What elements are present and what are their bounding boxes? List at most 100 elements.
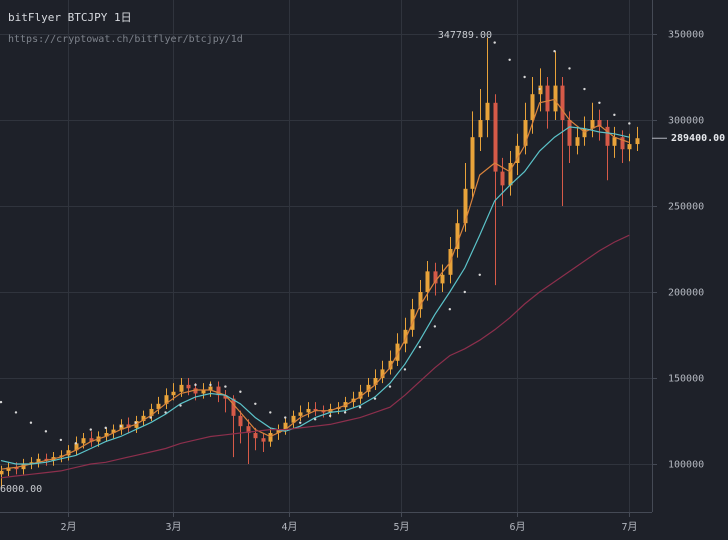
sar-dot: [239, 390, 242, 393]
candle-body: [575, 137, 580, 146]
candle-body: [126, 424, 131, 428]
candle-body: [21, 463, 26, 470]
sar-dot: [44, 430, 48, 433]
candle-body: [186, 384, 191, 389]
annotation-label: 347789.00: [438, 30, 492, 41]
candle-body: [261, 438, 266, 442]
y-tick-label: 150000: [668, 374, 704, 385]
x-tick-label: 3月: [165, 521, 181, 533]
sar-dot: [553, 49, 556, 53]
candle-body: [81, 438, 86, 444]
sar-dot: [613, 113, 616, 117]
x-tick-label: 6月: [509, 521, 525, 533]
candle-body: [358, 391, 363, 399]
candle-body: [164, 395, 169, 404]
sar-dot: [373, 397, 377, 400]
candle-body: [597, 119, 602, 127]
sar-dot: [254, 402, 257, 405]
candle-body: [0, 470, 4, 475]
candle-body: [201, 390, 206, 394]
candle-body: [231, 398, 236, 416]
x-tick-label: 5月: [393, 521, 409, 533]
y-tick-label: 200000: [668, 288, 704, 299]
last-price-box: [667, 130, 728, 147]
candle-body: [500, 171, 505, 186]
candle-body: [246, 426, 251, 434]
sar-dot: [59, 438, 63, 442]
candle-body: [321, 410, 326, 413]
candle-body: [179, 384, 184, 392]
candle-body: [291, 415, 296, 423]
candle-body: [36, 458, 41, 463]
candle-body: [538, 85, 543, 95]
sar-dot: [478, 273, 481, 276]
sar-dot: [29, 421, 33, 424]
sar-dot: [418, 345, 422, 349]
plot: [0, 37, 640, 489]
candle-body: [156, 403, 161, 409]
candle-body: [44, 458, 49, 461]
sar-dot: [493, 41, 496, 44]
candle-body: [553, 85, 558, 112]
candle-body: [493, 102, 498, 172]
candle-body: [515, 145, 520, 163]
candle-body: [560, 85, 565, 120]
candle-body: [388, 360, 393, 370]
sar-dot: [328, 414, 332, 418]
candle-body: [223, 395, 228, 399]
sar-dot: [89, 428, 92, 431]
sar-dot: [598, 101, 601, 104]
moving-average-line: [0, 126, 630, 465]
y-tick-label: 250000: [668, 202, 704, 213]
grid: [0, 0, 657, 517]
x-tick-label: 7月: [621, 521, 637, 533]
sar-dot: [119, 424, 122, 428]
sar-dot: [284, 416, 287, 419]
sar-dot: [313, 418, 317, 421]
y-tick-label: 300000: [668, 116, 704, 127]
candle-body: [253, 433, 258, 439]
candle-body: [470, 137, 475, 189]
sar-dot: [628, 122, 631, 125]
candle-body: [523, 119, 528, 146]
candle-body: [89, 438, 94, 442]
sar-dot: [568, 67, 571, 70]
sar-dot: [343, 411, 347, 414]
candle-body: [306, 408, 311, 413]
sar-dot: [179, 404, 182, 407]
candle-body: [545, 85, 550, 112]
sar-dot: [74, 442, 78, 445]
candle-body: [149, 408, 154, 416]
candle-body: [14, 467, 19, 470]
sar-dot: [523, 75, 526, 79]
candle-body: [298, 412, 303, 416]
candle-body: [485, 102, 490, 120]
sar-dot: [269, 411, 272, 414]
sar-dot: [209, 383, 212, 387]
sar-dot: [14, 411, 18, 414]
candle-body: [463, 188, 468, 224]
candle-body: [418, 291, 423, 310]
candle-body: [433, 271, 438, 284]
candle-body: [605, 126, 610, 146]
candle-body: [313, 408, 318, 411]
sar-dot: [463, 290, 466, 294]
sar-dot: [583, 87, 586, 91]
sar-dot: [388, 385, 392, 388]
sar-dot: [134, 421, 137, 424]
x-tick-label: 2月: [60, 521, 76, 533]
candle-body: [440, 274, 445, 284]
y-tick-label: 350000: [668, 30, 704, 41]
candle-body: [425, 271, 430, 292]
annotation-label: 86000.00: [0, 484, 42, 495]
moving-average-line: [0, 234, 630, 479]
candle-body: [373, 377, 378, 385]
sar-dot: [448, 307, 452, 311]
candle-body: [193, 388, 198, 394]
candle-body: [276, 429, 281, 434]
candle-body: [612, 137, 617, 146]
candle-body: [380, 369, 385, 378]
sar-dot: [224, 385, 227, 388]
candle-body: [6, 467, 11, 471]
